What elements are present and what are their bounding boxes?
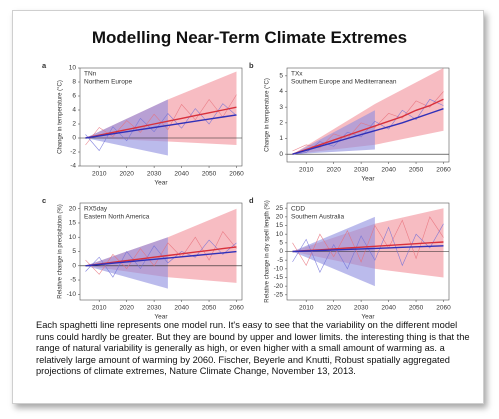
panel-subtitle: Eastern North America: [84, 214, 150, 221]
panel-label: d: [249, 196, 254, 205]
y-tick-label: 0: [279, 151, 283, 158]
x-tick-label: 2020: [326, 167, 341, 174]
range-band: [85, 237, 168, 289]
panel-subtitle: Northern Europe: [84, 79, 132, 86]
y-tick-label: 8: [72, 79, 76, 86]
x-tick-label: 2010: [92, 171, 107, 178]
x-tick-label: 2030: [147, 305, 162, 312]
x-tick-label: 2060: [436, 305, 451, 312]
x-axis-label: Year: [361, 176, 375, 183]
mean-line: [85, 114, 237, 139]
x-tick-label: 2040: [174, 305, 189, 312]
y-tick-label: -10: [67, 291, 77, 298]
y-tick-label: 2: [72, 121, 76, 128]
mean-line: [292, 108, 444, 155]
y-tick-label: 0: [72, 135, 76, 142]
x-tick-label: 2010: [299, 167, 314, 174]
y-tick-label: 20: [69, 205, 77, 212]
x-axis-label: Year: [361, 314, 375, 321]
panel-subtitle: Southern Europe and Mediterranean: [291, 79, 397, 86]
y-axis-label: Change in temperature (°C): [265, 78, 271, 152]
panel-title: TNn: [84, 71, 97, 78]
y-tick-label: 20: [276, 214, 284, 221]
y-axis-label: Change in temperature (°C): [58, 80, 64, 154]
x-tick-label: 2060: [436, 167, 451, 174]
x-tick-label: 2030: [147, 171, 162, 178]
x-tick-label: 2010: [299, 305, 314, 312]
y-tick-label: -2: [70, 149, 76, 156]
x-axis-label: Year: [154, 180, 168, 187]
mean-line: [292, 98, 444, 155]
panel-title: RX5day: [84, 206, 108, 213]
y-axis-label: Relative change in precipitation (%): [58, 204, 64, 298]
mean-line: [85, 246, 237, 267]
model-run-line: [292, 98, 444, 155]
x-tick-label: 2050: [202, 305, 217, 312]
x-tick-label: 2020: [119, 305, 134, 312]
y-tick-label: 10: [69, 234, 77, 241]
y-tick-label: 10: [69, 65, 77, 72]
y-tick-label: 15: [69, 220, 77, 227]
panel-label: a: [42, 61, 47, 70]
y-tick-label: 3: [279, 104, 283, 111]
x-tick-label: 2020: [119, 171, 134, 178]
x-tick-label: 2050: [409, 167, 424, 174]
y-tick-label: 4: [279, 88, 283, 95]
x-tick-label: 2060: [229, 305, 244, 312]
x-tick-label: 2040: [174, 171, 189, 178]
card: [12, 10, 484, 404]
y-tick-label: 10: [276, 231, 284, 238]
y-axis-label: Relative change in dry spell length (%): [265, 200, 271, 302]
x-tick-label: 2020: [326, 305, 341, 312]
y-tick-label: -20: [274, 283, 284, 290]
y-tick-label: -5: [70, 277, 76, 284]
plot-frame: [79, 67, 243, 167]
y-tick-label: 25: [276, 205, 284, 212]
model-run-line: [292, 216, 444, 267]
x-tick-label: 2010: [92, 305, 107, 312]
x-tick-label: 2060: [229, 171, 244, 178]
mean-line: [292, 245, 444, 253]
range-band: [85, 99, 168, 156]
y-tick-label: -4: [70, 163, 76, 170]
x-tick-label: 2030: [354, 305, 369, 312]
y-tick-label: -5: [277, 257, 283, 264]
y-tick-label: 2: [279, 120, 283, 127]
x-tick-label: 2050: [202, 171, 217, 178]
panel-label: b: [249, 61, 254, 70]
x-tick-label: 2050: [409, 305, 424, 312]
panel-subtitle: Southern Australia: [291, 214, 345, 221]
y-tick-label: -15: [274, 274, 284, 281]
x-axis-label: Year: [154, 314, 168, 321]
range-band: [292, 110, 375, 155]
y-tick-label: 5: [279, 73, 283, 80]
mean-line: [85, 106, 237, 139]
plot-frame: [286, 67, 450, 163]
y-tick-label: 0: [72, 262, 76, 269]
range-band: [292, 68, 444, 155]
x-tick-label: 2040: [381, 167, 396, 174]
y-tick-label: 4: [72, 107, 76, 114]
y-tick-label: 6: [72, 93, 76, 100]
x-tick-label: 2030: [354, 167, 369, 174]
y-tick-label: -25: [274, 292, 284, 299]
model-run-line: [85, 239, 237, 278]
panel-title: CDD: [291, 206, 305, 213]
y-tick-label: -10: [274, 266, 284, 273]
y-tick-label: 5: [72, 248, 76, 255]
panel-label: c: [42, 196, 46, 205]
y-tick-label: 5: [279, 240, 283, 247]
x-tick-label: 2040: [381, 305, 396, 312]
y-tick-label: 0: [279, 248, 283, 255]
figure-title: Modelling Near-Term Climate Extremes: [91, 28, 408, 47]
caption: Each spaghetti line represents one model…: [36, 320, 470, 376]
y-tick-label: 15: [276, 222, 284, 229]
mean-line: [85, 250, 237, 267]
panel-title: TXx: [291, 71, 303, 78]
y-tick-label: 1: [279, 135, 283, 142]
